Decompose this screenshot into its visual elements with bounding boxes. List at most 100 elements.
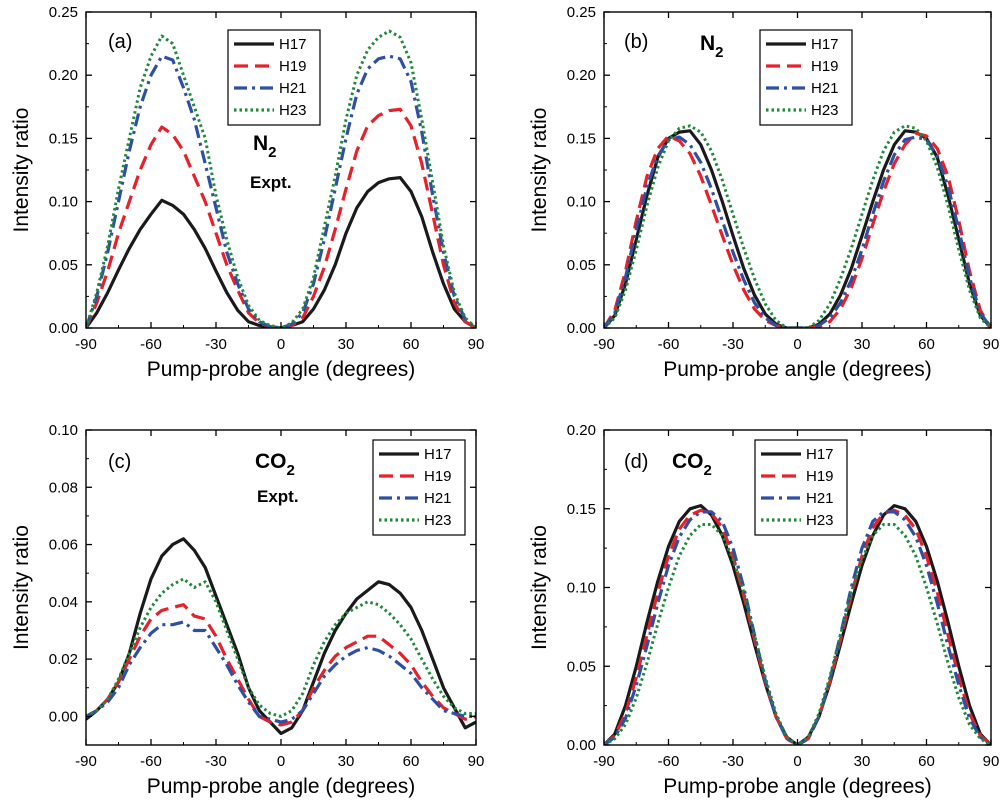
y-axis-label: Intensity ratio (528, 108, 551, 233)
legend-label: H23 (811, 102, 839, 119)
legend-label: H19 (424, 468, 452, 485)
x-tick-label: 30 (854, 753, 871, 770)
legend-label: H23 (424, 512, 452, 529)
legend-label: H17 (806, 446, 834, 463)
legend-label: H19 (811, 58, 839, 75)
x-tick-label: 60 (918, 336, 935, 353)
legend-label: H21 (279, 80, 307, 97)
x-tick-label: -60 (140, 336, 162, 353)
y-tick-label: 0.00 (567, 320, 596, 337)
molecule-subscript: 2 (287, 462, 295, 479)
legend: H17 H19 H21 H23 (759, 29, 853, 126)
y-tick-label: 0.06 (49, 537, 78, 554)
legend-label: H19 (806, 468, 834, 485)
molecule-label: N2 (253, 132, 277, 161)
legend-label: H23 (279, 102, 307, 119)
chart-panel: -90 -60 -30 0 30 60 90 0.00 0.05 0.10 0.15 0.20 0.25… (528, 4, 999, 381)
y-tick-label: 0.10 (49, 422, 78, 439)
y-tick-label: 0.04 (49, 594, 78, 611)
x-tick-label: 0 (277, 753, 285, 770)
legend-label: H17 (424, 446, 452, 463)
panel-label: (c) (108, 451, 131, 473)
x-tick-label: 0 (793, 753, 801, 770)
series-line-h21 (86, 54, 476, 328)
x-tick-label: 90 (983, 336, 1000, 353)
x-tick-label: 60 (403, 336, 420, 353)
y-tick-label: 0.05 (567, 257, 596, 274)
chart-panel: -90 -60 -30 0 30 60 90 0.00 0.05 0.10 0.15 0.20 Pump… (528, 422, 999, 798)
panel-label: (d) (624, 451, 648, 473)
y-tick-label: 0.20 (49, 67, 78, 84)
molecule-subscript: 2 (715, 44, 723, 61)
y-tick-label: 0.05 (567, 658, 596, 675)
legend-label: H19 (279, 58, 307, 75)
y-tick-label: 0.15 (49, 130, 78, 147)
x-tick-label: -60 (658, 753, 680, 770)
series-line-h23 (86, 29, 476, 328)
y-axis-label: Intensity ratio (528, 525, 551, 650)
x-tick-label: 90 (468, 753, 485, 770)
molecule-subscript: 2 (704, 462, 712, 479)
legend-label: H21 (811, 80, 839, 97)
x-tick-label: 30 (338, 753, 355, 770)
x-tick-label: 0 (277, 336, 285, 353)
chart-panel: -90 -60 -30 0 30 60 90 0.00 0.05 0.10 0.15 0.20 0.25… (10, 4, 484, 381)
x-tick-label: 0 (793, 336, 801, 353)
x-axis-label: Pump-probe angle (degrees) (663, 775, 932, 798)
molecule-base: N (700, 32, 715, 55)
x-tick-label: -60 (658, 336, 680, 353)
x-tick-label: 90 (983, 753, 1000, 770)
legend-label: H23 (806, 512, 834, 529)
series-line-h23 (604, 523, 991, 745)
legend-label: H17 (811, 36, 839, 53)
x-tick-label: 30 (854, 336, 871, 353)
x-tick-label: -30 (205, 753, 227, 770)
y-tick-label: 0.08 (49, 479, 78, 496)
x-tick-label: -60 (140, 753, 162, 770)
y-tick-label: 0.20 (567, 67, 596, 84)
x-tick-label: -30 (722, 753, 744, 770)
series-line-h21 (86, 620, 476, 724)
y-tick-label: 0.00 (567, 737, 596, 754)
x-tick-label: 90 (468, 336, 485, 353)
series-lines (86, 537, 476, 736)
series-line-h19 (604, 508, 991, 745)
y-tick-label: 0.15 (567, 501, 596, 518)
y-axis-label: Intensity ratio (10, 525, 33, 650)
molecule-label: N2 (700, 32, 724, 61)
legend: H17 H19 H21 H23 (372, 439, 466, 536)
y-tick-label: 0.05 (49, 257, 78, 274)
x-tick-label: -90 (593, 753, 615, 770)
series-line-h21 (604, 135, 991, 328)
series-line-h19 (86, 603, 476, 727)
series-line-h23 (604, 124, 991, 328)
x-axis-label: Pump-probe angle (degrees) (147, 775, 416, 798)
molecule-base: CO (255, 450, 287, 473)
x-tick-label: -30 (205, 336, 227, 353)
series-line-h21 (604, 510, 991, 745)
series-line-h17 (86, 537, 476, 736)
x-axis-label: Pump-probe angle (degrees) (663, 358, 932, 381)
y-tick-label: 0.15 (567, 130, 596, 147)
x-tick-label: 30 (338, 336, 355, 353)
molecule-label: CO2 (672, 450, 712, 479)
x-tick-label: -90 (75, 336, 97, 353)
x-tick-label: -90 (75, 753, 97, 770)
y-tick-label: 0.10 (567, 580, 596, 597)
series-line-h17 (604, 504, 991, 745)
series-lines (604, 124, 991, 328)
x-axis-label: Pump-probe angle (degrees) (147, 358, 416, 381)
molecule-base: CO (672, 450, 704, 473)
y-tick-label: 0.20 (567, 422, 596, 439)
x-tick-label: -90 (593, 336, 615, 353)
legend: H17 H19 H21 H23 (754, 439, 848, 536)
y-tick-label: 0.10 (49, 194, 78, 211)
x-tick-label: 60 (918, 753, 935, 770)
legend-label: H21 (424, 490, 452, 507)
experiment-label: Expt. (257, 487, 299, 506)
y-tick-label: 0.25 (567, 4, 596, 21)
series-line-h19 (86, 107, 476, 328)
x-tick-label: 60 (403, 753, 420, 770)
y-tick-label: 0.02 (49, 651, 78, 668)
